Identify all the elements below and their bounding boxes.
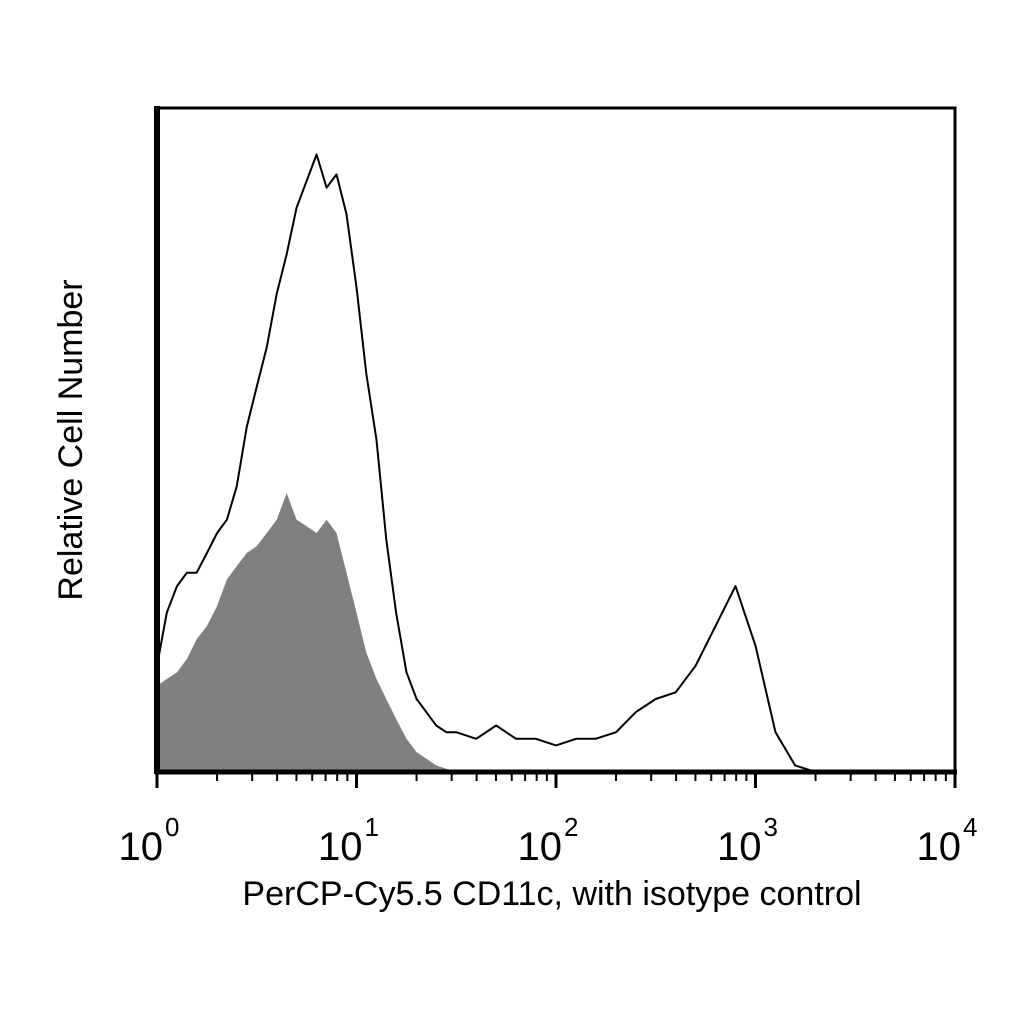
x-tick-label-exponent: 1	[365, 812, 379, 842]
x-tick-labels: 10 0 10 1 10 2 10 3 10 4	[119, 812, 978, 869]
x-tick-label-exponent: 2	[564, 812, 578, 842]
x-tick-label: 10 1	[318, 812, 379, 869]
isotype-control-filled-histogram	[157, 493, 457, 772]
x-axis-title: PerCP-Cy5.5 CD11c, with isotype control	[242, 875, 861, 913]
series-layer	[156, 153, 836, 773]
x-tick-label-base: 10	[318, 825, 363, 869]
x-tick-marks	[155, 772, 957, 788]
plot-area: 10 0 10 1 10 2 10 3 10 4	[119, 106, 978, 869]
x-tick-label: 10 4	[917, 812, 978, 869]
stained-sample-outline-histogram	[156, 153, 836, 773]
x-tick-label-exponent: 3	[764, 812, 778, 842]
x-tick-label: 10 0	[119, 812, 180, 869]
y-axis-title: Relative Cell Number	[52, 279, 90, 600]
x-tick-label: 10 3	[717, 812, 778, 869]
x-tick-label-exponent: 4	[963, 812, 977, 842]
x-tick-label-exponent: 0	[165, 812, 179, 842]
x-tick-label-base: 10	[518, 825, 563, 869]
x-tick-label-base: 10	[717, 825, 762, 869]
x-tick-label-base: 10	[119, 825, 164, 869]
x-tick-label-base: 10	[917, 825, 962, 869]
x-tick-label: 10 2	[518, 812, 579, 869]
